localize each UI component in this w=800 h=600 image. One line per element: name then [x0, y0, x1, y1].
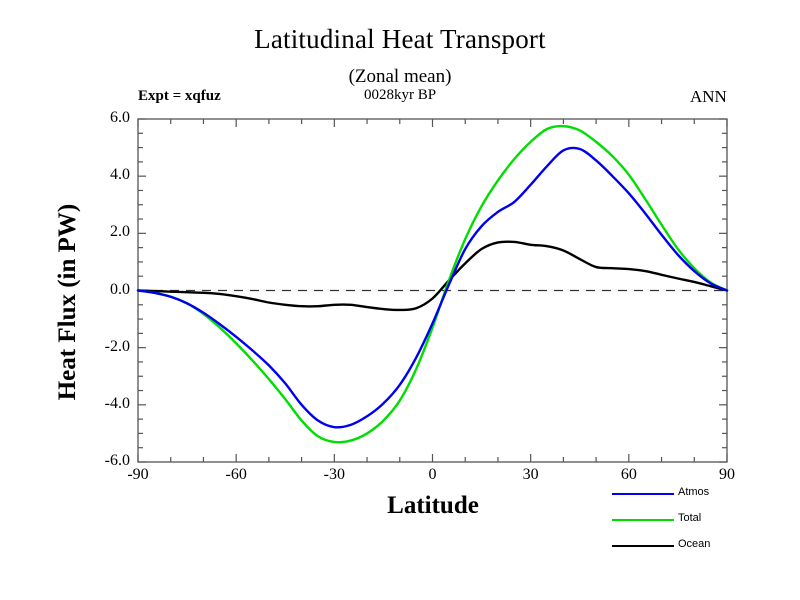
y-axis-tick-label: -6.0 — [104, 452, 130, 469]
y-axis-tick-label: 4.0 — [110, 166, 130, 184]
series-line-ocean — [136, 240, 729, 312]
chart-legend: Atmos Total Ocean — [612, 484, 787, 562]
experiment-label: Expt = xqfuz — [138, 88, 221, 104]
legend-item-total: Total — [612, 510, 787, 530]
x-axis-tick-label: -30 — [323, 466, 345, 483]
legend-swatch-atmos — [612, 493, 674, 495]
chart-subtitle: (Zonal mean) — [348, 66, 452, 87]
x-axis-tick-label: -90 — [127, 466, 149, 483]
x-axis-tick-label: 0 — [428, 466, 437, 483]
y-axis-tick-label: -4.0 — [104, 394, 130, 412]
legend-label: Total — [678, 512, 702, 524]
legend-swatch-total — [612, 519, 674, 521]
series-line-total — [136, 124, 729, 444]
legend-label: Atmos — [678, 486, 710, 498]
y-axis-tick-label: -2.0 — [104, 337, 130, 355]
legend-label: Ocean — [678, 538, 711, 550]
series-line-atmos — [136, 146, 729, 429]
legend-swatch-ocean — [612, 545, 674, 547]
period-label: 0028kyr BP — [363, 87, 437, 103]
y-axis-tick-label: 2.0 — [110, 223, 130, 241]
season-label: ANN — [690, 87, 727, 106]
y-axis-tick-label: 6.0 — [110, 109, 130, 126]
x-axis-tick-label: 30 — [522, 466, 539, 483]
x-axis-tick-label: -60 — [225, 466, 247, 483]
x-axis-tick-label: 60 — [620, 466, 637, 483]
x-axis-title: Latitude — [387, 492, 479, 519]
page-title: Latitudinal Heat Transport — [254, 24, 546, 54]
legend-item-atmos: Atmos — [612, 484, 787, 504]
x-axis-tick-label: 90 — [719, 466, 735, 483]
y-axis-tick-label: 0.0 — [110, 280, 130, 298]
legend-item-ocean: Ocean — [612, 536, 787, 556]
